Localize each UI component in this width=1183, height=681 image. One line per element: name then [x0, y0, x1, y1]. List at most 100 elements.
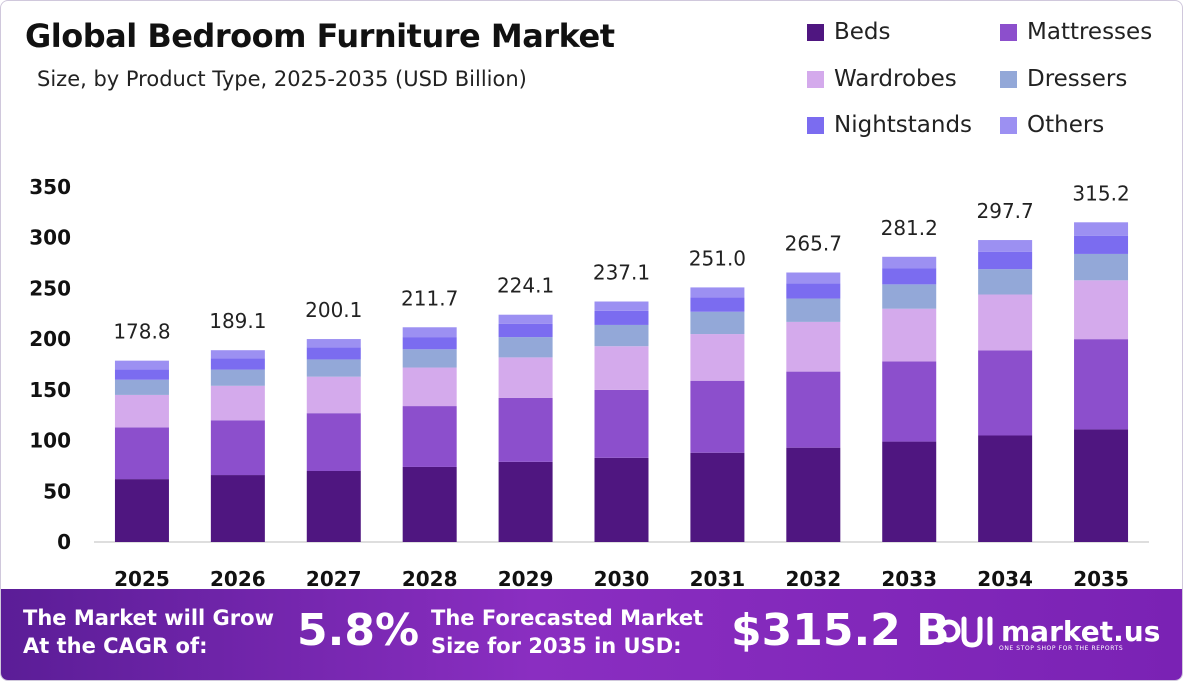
y-tick-label: 50	[43, 479, 71, 503]
y-tick-label: 200	[29, 327, 71, 351]
bar-segment-wardrobes	[306, 376, 361, 414]
bar-segment-beds	[1074, 429, 1129, 542]
legend-item-dressers: Dressers	[1000, 66, 1127, 92]
data-label-total: 237.1	[593, 261, 650, 285]
bar-segment-wardrobes	[978, 294, 1033, 351]
x-tick-label: 2031	[690, 567, 746, 591]
cagr-label-line2: At the CAGR of:	[23, 634, 208, 658]
bar-segment-beds	[306, 471, 361, 542]
cagr-label: The Market will Grow At the CAGR of:	[23, 604, 274, 660]
bar-segment-mattresses	[882, 361, 937, 442]
bar-segment-others	[978, 240, 1033, 252]
x-tick-label: 2030	[594, 567, 650, 591]
legend-swatch-mattresses	[1000, 23, 1017, 41]
bar-segment-mattresses	[498, 397, 553, 462]
bar-segment-dressers	[306, 359, 361, 377]
bar-segment-nightstands	[306, 347, 361, 360]
x-tick-label: 2027	[306, 567, 362, 591]
legend-label-wardrobes: Wardrobes	[834, 66, 957, 92]
bar-segment-beds	[210, 475, 265, 542]
bar-segment-dressers	[402, 349, 457, 368]
bar-segment-dressers	[594, 324, 649, 347]
stacked-bar-chart: 0 50 100 150 200 250 300 350 178.8 2025 189.1 2026 2…	[29, 175, 1149, 591]
market-us-logo-icon	[937, 616, 993, 648]
legend-swatch-others	[1000, 116, 1017, 134]
cagr-value: 5.8%	[297, 605, 420, 656]
x-tick-label: 2035	[1073, 567, 1129, 591]
legend-item-wardrobes: Wardrobes	[807, 66, 957, 92]
y-tick-label: 100	[29, 429, 71, 453]
bar-segment-mattresses	[1074, 339, 1129, 430]
legend-item-mattresses: Mattresses	[1000, 19, 1152, 45]
bar-segment-dressers	[786, 298, 841, 322]
y-tick-label: 300	[29, 226, 71, 250]
legend-label-beds: Beds	[834, 19, 891, 45]
x-tick-label: 2029	[498, 567, 554, 591]
bar-segment-dressers	[210, 369, 265, 386]
bar-segment-nightstands	[978, 251, 1033, 270]
bar-segment-nightstands	[690, 297, 745, 312]
bar-segment-wardrobes	[1074, 280, 1129, 340]
bar-segment-wardrobes	[498, 357, 553, 398]
x-tick-label: 2028	[402, 567, 458, 591]
brand-logo: market.us ONE STOP SHOP FOR THE REPORTS	[937, 611, 1161, 652]
legend-swatch-wardrobes	[807, 70, 824, 88]
bar-segment-wardrobes	[882, 308, 937, 362]
y-tick-label: 0	[57, 530, 71, 554]
y-tick-label: 150	[29, 378, 71, 402]
forecast-label-line2: Size for 2035 in USD:	[431, 634, 682, 658]
bar-segment-others	[306, 339, 361, 348]
x-tick-label: 2033	[881, 567, 937, 591]
bar-segment-mattresses	[402, 406, 457, 467]
data-label-total: 281.2	[881, 216, 938, 240]
bar-segment-others	[1074, 222, 1129, 236]
brand-name: market.us	[1001, 614, 1161, 648]
bar-segment-wardrobes	[786, 321, 841, 372]
forecast-label: The Forecasted Market Size for 2035 in U…	[431, 604, 703, 660]
bar-segment-beds	[786, 447, 841, 542]
bar-segment-nightstands	[1074, 235, 1129, 254]
y-tick-label: 250	[29, 276, 71, 300]
bar-segment-mattresses	[594, 389, 649, 458]
bar-segment-others	[594, 301, 649, 311]
data-label-total: 251.0	[689, 246, 746, 270]
bar-segment-dressers	[1074, 253, 1129, 281]
bar-segment-beds	[978, 435, 1033, 542]
bar-segment-beds	[882, 441, 937, 542]
bar-segment-nightstands	[882, 268, 937, 285]
bar-segment-nightstands	[786, 283, 841, 299]
data-label-total: 178.8	[113, 320, 170, 344]
data-label-total: 265.7	[785, 232, 842, 256]
data-label-total: 189.1	[209, 309, 266, 333]
y-tick-label: 350	[29, 175, 71, 199]
footer-banner: The Market will Grow At the CAGR of: 5.8…	[1, 589, 1182, 680]
legend-label-nightstands: Nightstands	[834, 112, 973, 138]
bar-segment-others	[690, 287, 745, 298]
bar-segment-wardrobes	[690, 334, 745, 381]
bar-segment-mattresses	[210, 420, 265, 476]
bar-segment-wardrobes	[594, 346, 649, 390]
chart-title: Global Bedroom Furniture Market	[25, 17, 615, 55]
legend-label-mattresses: Mattresses	[1027, 19, 1153, 45]
bar-segment-mattresses	[978, 350, 1033, 436]
bar-segment-dressers	[978, 269, 1033, 295]
bar-segment-nightstands	[594, 310, 649, 325]
data-label-total: 224.1	[497, 274, 554, 298]
bar-segment-mattresses	[114, 427, 169, 480]
bar-segment-wardrobes	[114, 394, 169, 428]
cagr-label-line1: The Market will Grow	[23, 606, 274, 630]
bar-segment-beds	[114, 479, 169, 542]
bar-segment-others	[114, 360, 169, 370]
bar-segment-beds	[594, 457, 649, 542]
x-tick-label: 2025	[114, 567, 170, 591]
legend-swatch-nightstands	[807, 116, 824, 134]
legend-item-nightstands: Nightstands	[807, 112, 972, 138]
x-tick-label: 2026	[210, 567, 266, 591]
bar-segment-mattresses	[786, 371, 841, 448]
brand-tagline: ONE STOP SHOP FOR THE REPORTS	[999, 645, 1124, 652]
forecast-label-line1: The Forecasted Market	[431, 606, 704, 630]
bar-segment-mattresses	[306, 413, 361, 471]
data-label-total: 297.7	[977, 199, 1034, 223]
legend-item-beds: Beds	[807, 19, 891, 45]
